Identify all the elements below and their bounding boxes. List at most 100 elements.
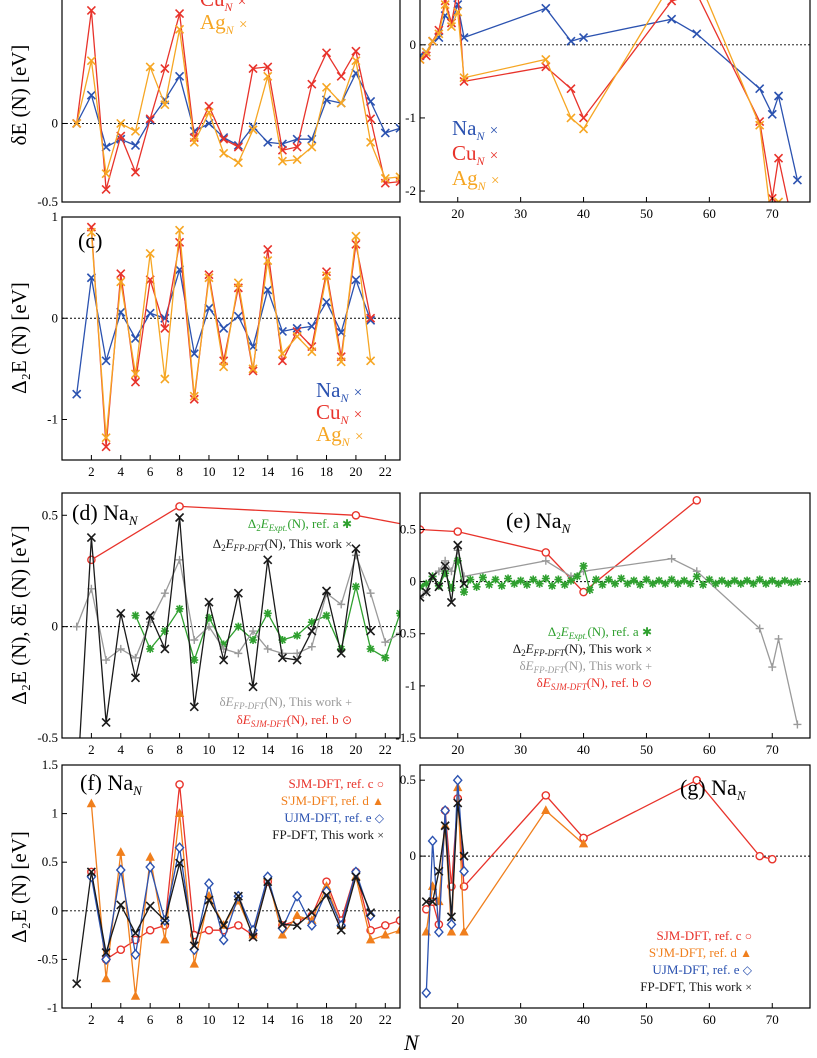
x-tick-label: 18 xyxy=(320,1012,333,1027)
panel-label: (g) NaN xyxy=(680,775,747,803)
data-point-f-3-14 xyxy=(277,919,288,929)
data-point-b-0-8 xyxy=(541,3,551,13)
data-point-c-0-20 xyxy=(366,315,376,325)
data-point-e-3-6 xyxy=(453,540,463,550)
x-tick-label: 4 xyxy=(118,1012,125,1027)
data-point-b-1-10 xyxy=(578,113,589,123)
data-point-d-1-2 xyxy=(160,627,169,636)
data-point-a-1-20 xyxy=(366,114,376,124)
x-tick-label: 20 xyxy=(349,464,362,479)
data-point-g-1-8 xyxy=(578,838,589,848)
legend-var: E xyxy=(225,536,234,551)
data-point-g-2-1 xyxy=(427,835,438,847)
data-point-e-2-4 xyxy=(441,569,450,578)
data-point-f-3-20 xyxy=(366,908,376,918)
data-point-a-2-15 xyxy=(292,155,302,165)
data-point-c-2-10 xyxy=(219,362,229,372)
data-point-e-2-41 xyxy=(673,579,682,588)
legend-text: Ag xyxy=(452,166,478,190)
x-tick-label: 10 xyxy=(202,1012,215,1027)
legend-entry: UJM-DFT, ref. e ◇ xyxy=(652,962,752,977)
data-point-e-0-2 xyxy=(541,548,551,557)
data-point-b-1-4 xyxy=(440,0,450,6)
data-point-d-1-11 xyxy=(293,631,302,640)
data-point-e-2-48 xyxy=(717,576,726,585)
data-point-e-2-47 xyxy=(711,579,720,588)
data-point-e-2-32 xyxy=(617,574,626,583)
data-point-e-2-29 xyxy=(598,580,607,589)
data-point-e-2-49 xyxy=(724,579,733,588)
legend-sub: 2 xyxy=(556,631,561,641)
legend-entry: δESJM-DFT(N), ref. b ⊙ xyxy=(237,712,352,729)
data-point-c-2-8 xyxy=(189,391,199,401)
y-tick-label: 1 xyxy=(52,209,59,224)
data-point-e-2-18 xyxy=(529,575,538,584)
data-point-e-2-8 xyxy=(466,575,475,584)
data-point-d-1-1 xyxy=(146,644,155,653)
data-point-c-0-8 xyxy=(189,349,199,359)
legend-marker: × xyxy=(490,123,498,139)
data-point-e-2-5 xyxy=(447,583,456,592)
data-point-e-2-45 xyxy=(699,580,708,589)
y-tick-label: -1.5 xyxy=(395,730,416,745)
series-line-f-2 xyxy=(90,847,372,960)
legend-text: (N), ref. a xyxy=(287,516,342,531)
data-point-e-2-42 xyxy=(680,576,689,585)
data-point-b-1-3 xyxy=(434,25,444,35)
data-point-c-2-20 xyxy=(366,356,376,366)
y-tick-label: 0 xyxy=(410,848,417,863)
data-point-b-2-1 xyxy=(421,47,431,57)
x-tick-label: 20 xyxy=(451,742,464,757)
data-point-c-2-1 xyxy=(86,227,96,237)
data-point-a-0-13 xyxy=(263,137,273,147)
plot-area xyxy=(72,222,376,452)
data-point-g-2-3 xyxy=(440,805,451,817)
data-point-b-2-13 xyxy=(755,120,765,130)
data-point-e-2-55 xyxy=(761,579,770,588)
data-point-b-2-14 xyxy=(768,224,776,232)
data-point-e-1-16 xyxy=(793,720,802,729)
data-point-e-3-4 xyxy=(440,561,450,571)
data-point-a-2-17 xyxy=(321,82,332,92)
data-point-f-1-20 xyxy=(380,929,390,939)
data-point-a-2-0 xyxy=(72,118,82,129)
data-point-e-1-3 xyxy=(434,567,443,576)
legend-var: E xyxy=(542,675,551,690)
legend-marker: ◇ xyxy=(375,811,385,825)
data-point-f-0-2 xyxy=(116,945,126,954)
data-point-f-3-8 xyxy=(189,941,199,951)
legend-text: (N), ref. b xyxy=(287,712,342,727)
legend-marker: ⊙ xyxy=(342,713,352,727)
data-point-e-1-4 xyxy=(441,556,450,565)
data-point-g-2-5 xyxy=(452,774,463,786)
data-point-d-1-3 xyxy=(175,604,184,613)
data-point-g-1-7 xyxy=(541,805,551,814)
data-point-g-2-0 xyxy=(421,987,432,999)
legend-entry: AgN × xyxy=(200,10,247,37)
panel-label-sub: N xyxy=(561,521,572,536)
legend-text: (N), ref. b xyxy=(587,675,642,690)
legend-sub: N xyxy=(341,435,351,449)
y-tick-label: 0 xyxy=(52,115,59,130)
data-point-e-2-7 xyxy=(460,588,469,597)
data-point-d-1-8 xyxy=(249,636,258,644)
data-point-a-2-5 xyxy=(145,62,155,72)
data-point-e-2-22 xyxy=(554,575,563,584)
legend-var: E xyxy=(525,658,534,673)
x-tick-label: 60 xyxy=(703,1012,716,1027)
x-tick-label: 22 xyxy=(379,742,392,757)
panel-label-sub: N xyxy=(132,783,143,798)
data-point-f-1-7 xyxy=(189,958,199,968)
plot-area xyxy=(72,5,400,195)
legend-sub: Expt. xyxy=(568,631,588,641)
data-point-d-3-8 xyxy=(189,702,199,712)
y-tick-label: 0.5 xyxy=(400,772,416,787)
data-point-e-1-0 xyxy=(420,593,424,602)
data-point-c-0-5 xyxy=(145,308,155,318)
data-point-b-0-9 xyxy=(566,36,576,46)
data-point-a-1-1 xyxy=(86,5,96,15)
x-tick-label: 20 xyxy=(451,1012,464,1027)
y-tick-label: 0.5 xyxy=(400,521,416,536)
data-point-e-2-54 xyxy=(755,575,764,584)
y-tick-label: 0 xyxy=(52,619,59,634)
